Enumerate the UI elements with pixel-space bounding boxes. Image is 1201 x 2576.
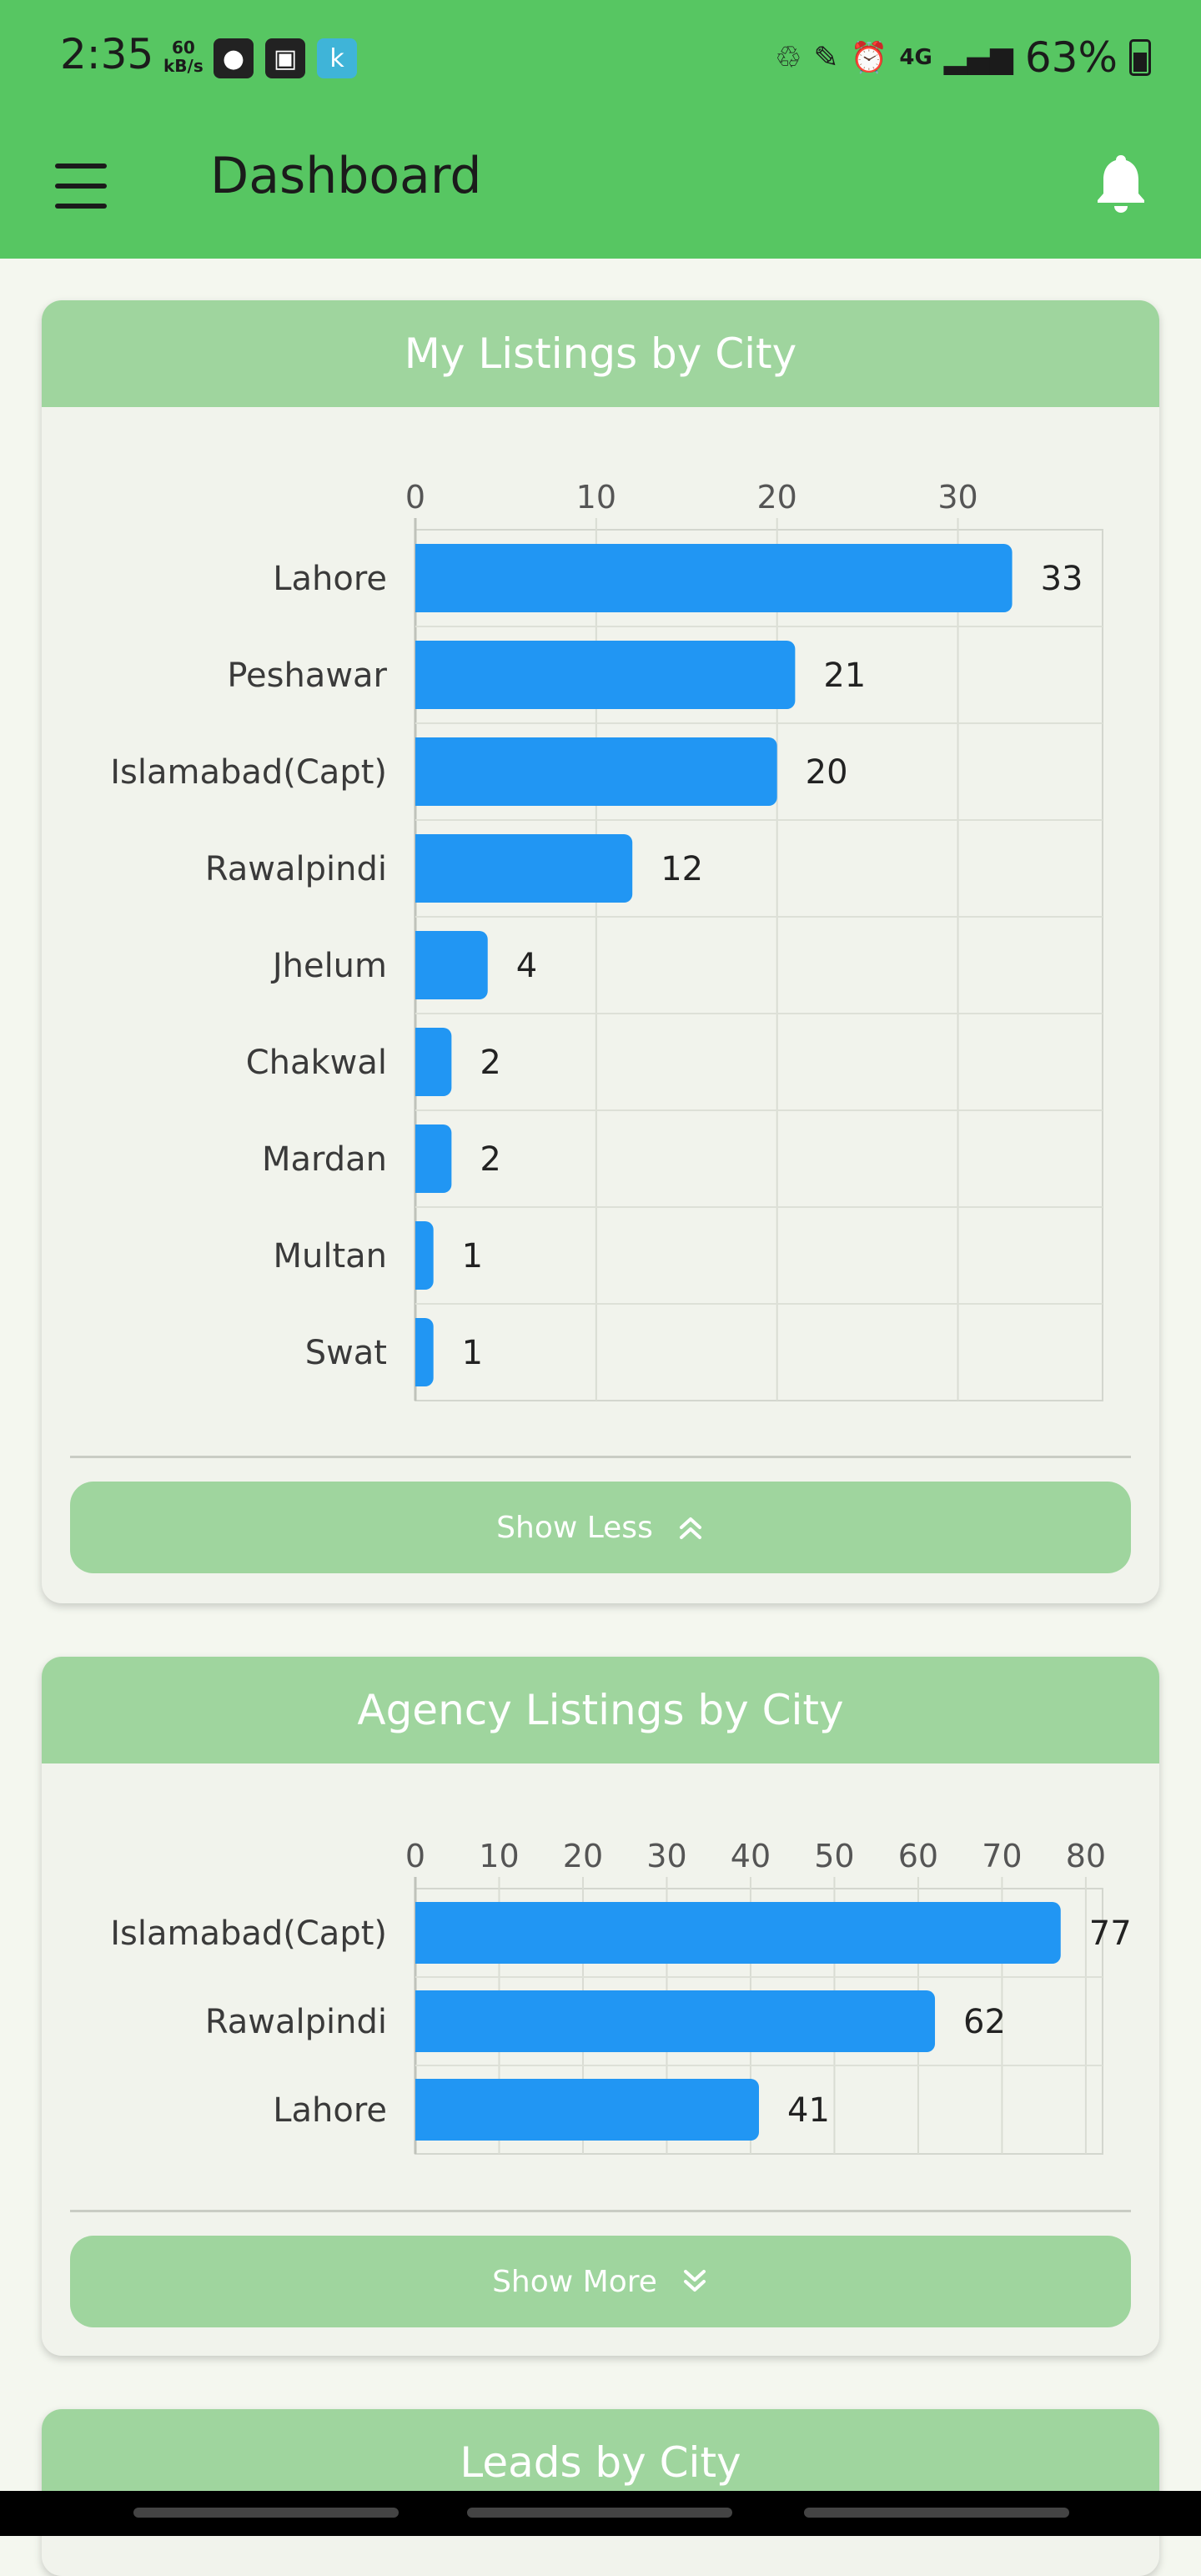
nav-handle-right[interactable] [804,2508,1069,2518]
nav-handle-center[interactable] [467,2508,732,2518]
bar [415,1902,1061,1964]
bar [415,544,1013,612]
y-tick-label: Jhelum [270,947,387,985]
data-label: 2 [480,1140,500,1179]
bar-base [415,1221,425,1290]
x-tick-label: 10 [479,1838,519,1874]
data-label: 41 [787,2091,830,2130]
bar-base [415,1990,425,2052]
bar [415,641,796,709]
nav-handle-left[interactable] [133,2508,399,2518]
speed-value: 60 [171,38,195,58]
double-chevron-up-icon [679,1517,701,1539]
y-tick-label: Chakwal [246,1044,387,1082]
double-chevron-down-icon [683,2270,706,2292]
app-bar: Dashboard [0,117,1201,259]
bar-base [415,2079,425,2141]
data-label: 12 [661,850,703,888]
y-tick-label: Mardan [262,1140,387,1179]
x-tick-label: 20 [757,479,797,516]
status-time: 2:35 [60,30,154,78]
y-tick-label: Peshawar [227,657,387,695]
hamburger-menu-icon[interactable] [50,153,117,220]
x-tick-label: 30 [646,1838,686,1874]
x-tick-label: 80 [1066,1838,1106,1874]
data-label: 2 [480,1044,500,1082]
show-less-button[interactable]: Show Less [70,1482,1131,1573]
y-tick-label: Multan [273,1237,387,1275]
my-listings-card: My Listings by City 0 10 20 30 Lahore 33 Pesha… [42,300,1159,1603]
bar [415,834,633,903]
bar-base [415,1028,425,1096]
data-label: 21 [823,657,866,695]
bar-base [415,1318,425,1386]
data-label: 20 [806,753,848,792]
alarm-icon: ⏰ [850,41,888,75]
y-tick-label: Islamabad(Capt) [110,753,387,792]
agency-listings-chart: 0 10 20 30 40 50 60 70 80 Islamabad(Capt) 77 Rawalp… [110,1838,1132,2155]
card-title: My Listings by City [42,300,1159,407]
bar-base [415,834,425,903]
bar-base [415,641,425,709]
notification-bell-icon[interactable] [1088,148,1154,215]
battery-percent: 63% [1024,33,1118,82]
x-tick-label: 20 [563,1838,603,1874]
bar-base [415,1124,425,1193]
data-label: 4 [516,947,537,985]
speed-unit: kB/s [163,56,204,76]
y-tick-label: Lahore [273,2091,387,2130]
data-label: 77 [1089,1914,1132,1953]
battery-icon [1129,39,1151,76]
card-title: Agency Listings by City [42,1657,1159,1763]
app-k-icon: k [317,38,357,78]
y-tick-label: Islamabad(Capt) [110,1914,387,1953]
bar [415,737,777,806]
show-more-label: Show More [492,2264,657,2299]
y-tick-label: Lahore [273,560,387,598]
y-tick-label: Swat [305,1334,387,1372]
bar-base [415,1902,425,1964]
network-type: 4G [899,45,932,70]
bar [415,931,488,999]
bar-base [415,931,425,999]
status-bar: 2:35 60 kB/s ● ▣ k ♲ ✎ ⏰ 4G ▂▄▆ 63% [0,0,1201,117]
system-navigation-bar [0,2491,1201,2536]
x-tick-label: 10 [576,479,616,516]
signal-icon: ▂▄▆ [943,40,1013,75]
agency-listings-card: Agency Listings by City 0 10 20 30 40 50 60 70 8… [42,1657,1159,2356]
show-less-label: Show Less [496,1510,653,1545]
pen-icon: ✎ [813,40,839,75]
system-icons: ♲ ✎ ⏰ 4G ▂▄▆ 63% [775,33,1151,82]
x-tick-label: 0 [405,479,425,516]
data-label: 62 [963,2003,1006,2041]
card-divider [70,2210,1131,2212]
show-more-button[interactable]: Show More [70,2236,1131,2327]
data-label: 1 [462,1334,483,1372]
bar-base [415,544,425,612]
page-title: Dashboard [210,147,482,205]
x-tick-label: 40 [731,1838,771,1874]
data-label: 1 [462,1237,483,1275]
y-tick-label: Rawalpindi [205,2003,387,2041]
bar [415,1990,936,2052]
card-divider [70,1456,1131,1458]
bar-base [415,737,425,806]
network-speed: 60 kB/s [163,38,204,75]
data-label: 33 [1041,560,1083,598]
gallery-icon: ▣ [265,38,305,78]
battery-saver-icon: ♲ [775,40,802,75]
bar [415,2079,759,2141]
notification-icons: ● ▣ k [214,38,357,78]
x-tick-label: 50 [814,1838,854,1874]
x-tick-label: 30 [937,479,977,516]
x-tick-label: 0 [405,1838,425,1874]
vpn-icon: ● [214,38,254,78]
x-tick-label: 60 [898,1838,938,1874]
x-tick-label: 70 [982,1838,1022,1874]
y-tick-label: Rawalpindi [205,850,387,888]
